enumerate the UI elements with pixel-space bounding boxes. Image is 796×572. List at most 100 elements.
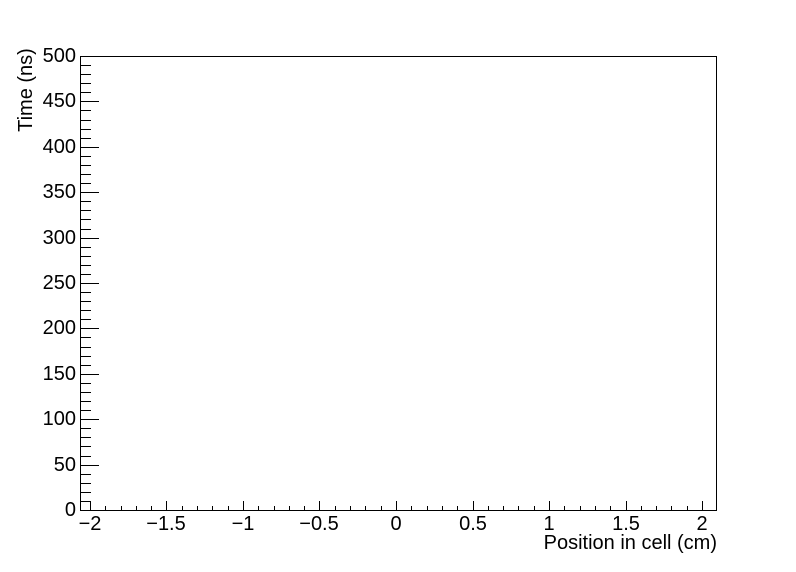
y-axis-minor-tick [81, 229, 91, 230]
y-tick-label: 200 [42, 317, 76, 339]
y-axis-major-tick [81, 328, 99, 329]
x-tick-label: 0.5 [459, 513, 487, 535]
x-axis-major-tick [473, 501, 474, 510]
y-axis-minor-tick [81, 310, 91, 311]
y-axis-minor-tick [81, 174, 91, 175]
x-axis-minor-tick [503, 506, 504, 510]
y-axis-minor-tick [81, 74, 91, 75]
y-tick-label: 350 [42, 181, 76, 203]
y-axis-major-tick [81, 465, 99, 466]
y-tick-label: 150 [42, 363, 76, 385]
y-axis-minor-tick [81, 392, 91, 393]
x-axis-minor-tick [564, 506, 565, 510]
y-axis-minor-tick [81, 219, 91, 220]
y-tick-label: 400 [42, 136, 76, 158]
y-axis-minor-tick [81, 210, 91, 211]
y-tick-label: 100 [42, 408, 76, 430]
y-tick-label: 300 [42, 227, 76, 249]
y-axis-minor-tick [81, 456, 91, 457]
x-axis-minor-tick [197, 506, 198, 510]
x-axis-minor-tick [687, 506, 688, 510]
y-axis-major-tick [81, 419, 99, 420]
x-axis-major-tick [243, 501, 244, 510]
y-axis-minor-tick [81, 265, 91, 266]
x-axis-minor-tick [427, 506, 428, 510]
x-axis-minor-tick [121, 506, 122, 510]
y-axis-minor-tick [81, 501, 91, 502]
x-axis-minor-tick [182, 506, 183, 510]
y-axis-major-tick [81, 56, 99, 57]
y-axis-minor-tick [81, 165, 91, 166]
y-axis-minor-tick [81, 446, 91, 447]
x-axis-minor-tick [304, 506, 305, 510]
x-axis-minor-tick [641, 506, 642, 510]
x-axis-minor-tick [442, 506, 443, 510]
x-axis-minor-tick [488, 506, 489, 510]
plot-frame [80, 56, 717, 511]
y-axis-minor-tick [81, 437, 91, 438]
x-tick-label: 1 [543, 513, 555, 535]
y-axis-minor-tick [81, 110, 91, 111]
y-axis-major-tick [81, 374, 99, 375]
y-axis-minor-tick [81, 428, 91, 429]
y-axis-major-tick [81, 192, 99, 193]
y-tick-label: 450 [42, 90, 76, 112]
y-axis-minor-tick [81, 483, 91, 484]
y-axis-minor-tick [81, 401, 91, 402]
x-axis-minor-tick [457, 506, 458, 510]
x-axis-major-tick [702, 501, 703, 510]
y-axis-minor-tick [81, 365, 91, 366]
x-axis-minor-tick [365, 506, 366, 510]
y-axis-minor-tick [81, 129, 91, 130]
y-axis-minor-tick [81, 356, 91, 357]
x-tick-label: 0 [390, 513, 402, 535]
x-axis-minor-tick [671, 506, 672, 510]
y-axis-minor-tick [81, 138, 91, 139]
x-axis-major-tick [626, 501, 627, 510]
x-axis-minor-tick [350, 506, 351, 510]
y-axis-title: Time (ns) [15, 48, 37, 132]
x-axis-minor-tick [381, 506, 382, 510]
y-axis-minor-tick [81, 183, 91, 184]
y-axis-minor-tick [81, 201, 91, 202]
x-axis-minor-tick [610, 506, 611, 510]
y-axis-minor-tick [81, 120, 91, 121]
y-tick-label: 0 [64, 499, 76, 521]
x-axis-minor-tick [258, 506, 259, 510]
y-axis-minor-tick [81, 292, 91, 293]
x-axis-minor-tick [228, 506, 229, 510]
y-axis-minor-tick [81, 65, 91, 66]
x-tick-label: −1.5 [146, 513, 186, 535]
y-axis-minor-tick [81, 156, 91, 157]
y-axis-minor-tick [81, 474, 91, 475]
x-axis-major-tick [396, 501, 397, 510]
x-tick-label: −1 [231, 513, 255, 535]
y-axis-major-tick [81, 147, 99, 148]
y-tick-label: 50 [53, 454, 76, 476]
x-tick-label: 2 [696, 513, 708, 535]
y-axis-minor-tick [81, 347, 91, 348]
x-axis-minor-tick [656, 506, 657, 510]
y-axis-minor-tick [81, 83, 91, 84]
y-axis-minor-tick [81, 492, 91, 493]
y-axis-minor-tick [81, 410, 91, 411]
y-axis-minor-tick [81, 337, 91, 338]
x-axis-minor-tick [534, 506, 535, 510]
x-axis-minor-tick [289, 506, 290, 510]
x-axis-major-tick [166, 501, 167, 510]
y-axis-minor-tick [81, 301, 91, 302]
x-axis-minor-tick [212, 506, 213, 510]
y-axis-major-tick [81, 101, 99, 102]
x-axis-minor-tick [335, 506, 336, 510]
x-axis-minor-tick [151, 506, 152, 510]
x-axis-minor-tick [411, 506, 412, 510]
y-axis-minor-tick [81, 92, 91, 93]
x-axis-minor-tick [595, 506, 596, 510]
x-axis-major-tick [319, 501, 320, 510]
y-axis-major-tick [81, 510, 99, 511]
x-axis-major-tick [549, 501, 550, 510]
x-tick-label: 1.5 [612, 513, 640, 535]
x-axis-minor-tick [274, 506, 275, 510]
x-axis-minor-tick [136, 506, 137, 510]
